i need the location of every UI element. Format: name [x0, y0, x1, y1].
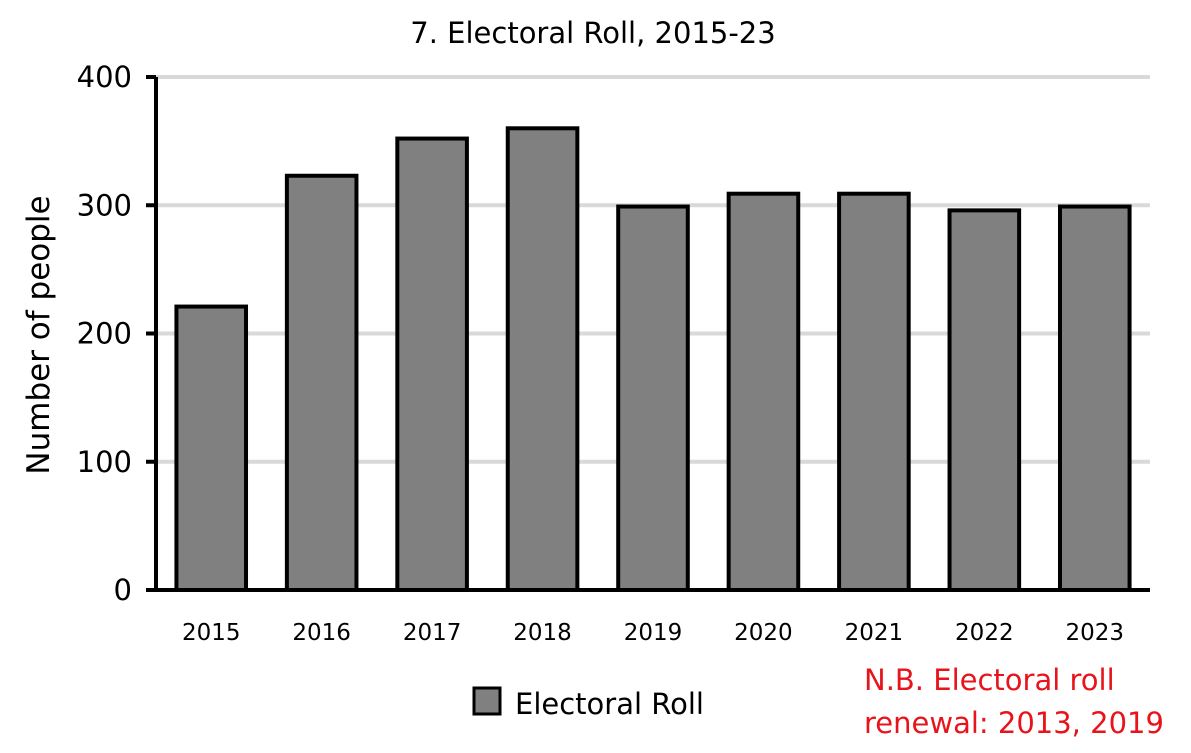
- y-tick-label: 300: [77, 188, 132, 222]
- y-axis-label: Number of people: [21, 195, 57, 474]
- bar-2017: [395, 136, 469, 592]
- x-tick-label: 2015: [182, 620, 241, 646]
- bar-2020: [726, 191, 801, 593]
- legend-swatch: [472, 686, 502, 716]
- y-tick-label: 400: [77, 60, 132, 94]
- renewal-note: N.B. Electoral roll renewal: 2013, 2019: [864, 663, 1164, 740]
- x-tick-label: 2020: [734, 620, 793, 646]
- chart-title: 7. Electoral Roll, 2015-23: [410, 16, 775, 50]
- bar-2023: [1057, 204, 1132, 592]
- bars: [174, 126, 1132, 593]
- y-axis-ticks: 0 100 200 300 400: [77, 60, 156, 607]
- y-tick-label: 200: [77, 317, 132, 351]
- x-tick-label: 2016: [292, 620, 351, 646]
- renewal-note-line2: renewal: 2013, 2019: [864, 706, 1164, 740]
- x-tick-label: 2018: [513, 620, 572, 646]
- legend: Electoral Roll: [472, 686, 704, 721]
- bar-2016: [284, 173, 359, 592]
- bar-2021: [837, 191, 911, 593]
- x-tick-label: 2022: [955, 620, 1014, 646]
- x-tick-label: 2023: [1066, 620, 1125, 646]
- y-tick-label: 100: [77, 445, 132, 479]
- bar-2018: [505, 126, 580, 593]
- x-axis-ticks: 2015 2016 2017 2018 2019 2020 2021 2022 2023: [182, 620, 1124, 646]
- x-tick-label: 2019: [624, 620, 683, 646]
- renewal-note-line1: N.B. Electoral roll: [864, 663, 1115, 697]
- y-tick-label: 0: [114, 573, 132, 607]
- bar-2015: [174, 304, 249, 592]
- legend-label: Electoral Roll: [515, 687, 704, 721]
- x-tick-label: 2021: [845, 620, 904, 646]
- x-tick-label: 2017: [403, 620, 462, 646]
- bar-2022: [947, 208, 1022, 592]
- bar-2019: [616, 204, 690, 592]
